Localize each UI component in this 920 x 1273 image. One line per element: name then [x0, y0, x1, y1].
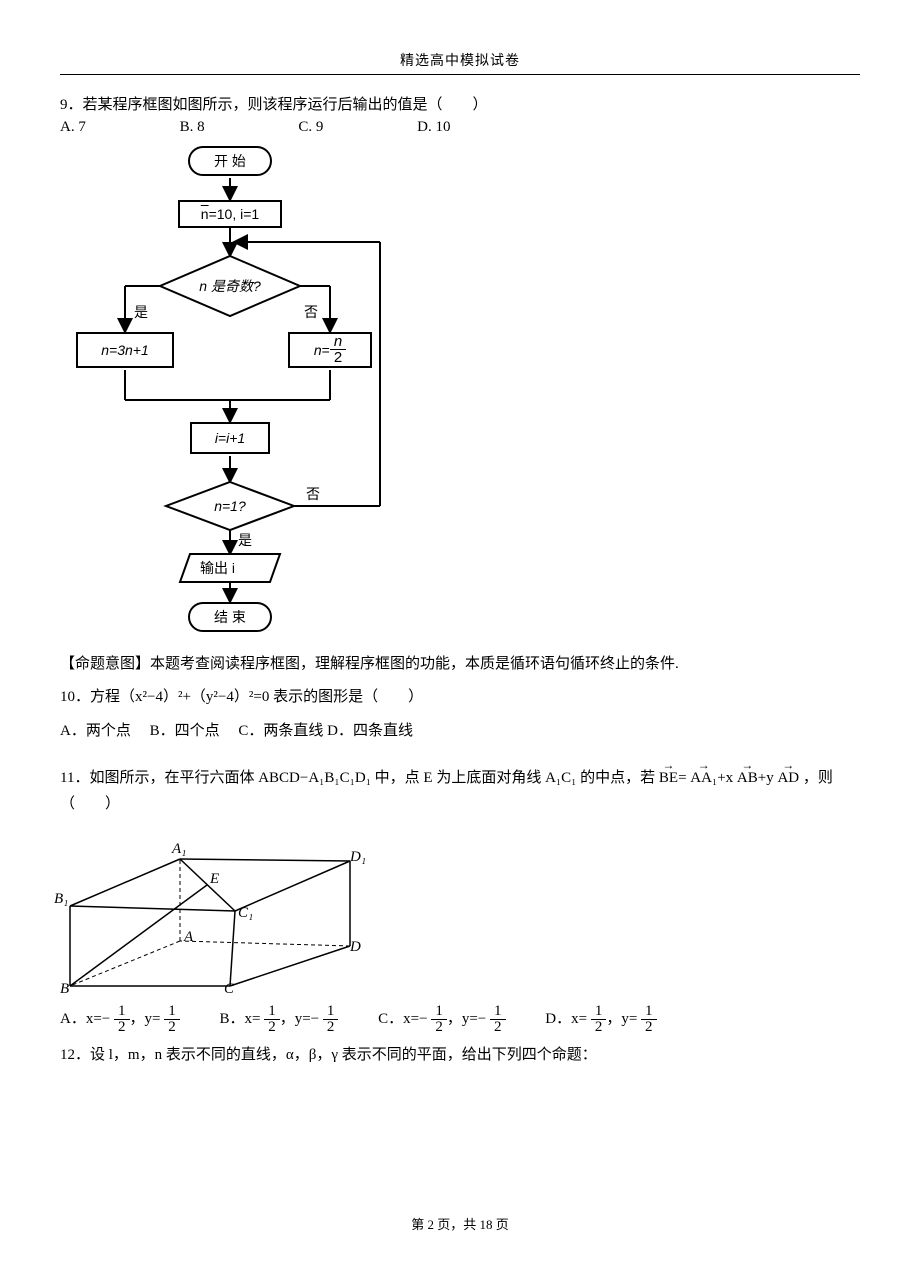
fc-right-assign: n = n2	[288, 332, 372, 368]
fc-cond2-text: n=1?	[196, 494, 264, 518]
q9-opt-b[interactable]: B. 8	[180, 119, 205, 136]
q10-opt-d[interactable]: D．四条直线	[327, 723, 413, 739]
q12-stem: 12．设 l，m，n 表示不同的直线，α，β，γ 表示不同的平面，给出下列四个命…	[60, 1043, 860, 1069]
lbl-b: B	[60, 981, 69, 998]
fc-output: 输出 i	[200, 558, 235, 578]
q10-opt-c[interactable]: C．两条直线	[238, 723, 323, 739]
q11-b-f2: 12	[323, 1004, 339, 1035]
q11-d-f2: 12	[641, 1004, 657, 1035]
q11-b-f1n: 1	[264, 1004, 280, 1020]
lbl-e: E	[210, 871, 219, 888]
q11-b-f1: 12	[264, 1004, 280, 1035]
fc-start: 开 始	[188, 146, 272, 176]
q11-c-f1n: 1	[431, 1004, 447, 1020]
q11-opt-b[interactable]: B．x= 12，y=− 12	[219, 1004, 338, 1035]
q11-opt-d-letter: D．	[545, 1011, 571, 1027]
q11-a-f2d: 2	[164, 1020, 180, 1035]
q11-a-f1n: 1	[114, 1004, 130, 1020]
lbl-b1: B₁	[54, 891, 68, 908]
fc-step: i=i+1	[190, 422, 270, 454]
q10-stem: 10．方程（x²−4）²+（y²−4）²=0 表示的图形是（ ）	[60, 685, 860, 711]
page-footer: 第 2 页，共 18 页	[0, 1214, 920, 1233]
fc-init: n = 10, i=1	[178, 200, 282, 228]
q11-opt-d[interactable]: D．x= 12，y= 12	[545, 1004, 656, 1035]
q11-c-f2: 12	[490, 1004, 506, 1035]
q9-flowchart: 开 始 n = 10, i=1 n 是奇数? 是 否 n=3n+1 n = n2…	[70, 144, 390, 644]
vec-ab: AB	[737, 766, 758, 792]
q11-d-f2n: 1	[641, 1004, 657, 1020]
q11-stem: 11．如图所示，在平行六面体 ABCD−A₁B₁C₁D₁ 中，点 E 为上底面对…	[60, 766, 860, 817]
lbl-c: C	[224, 981, 234, 998]
q11-a-f1: 12	[114, 1004, 130, 1035]
q11-c-f1: 12	[431, 1004, 447, 1035]
q11-b-f1d: 2	[264, 1020, 280, 1035]
footer-suf: 页	[493, 1217, 509, 1232]
fc-yes2: 是	[238, 530, 252, 550]
vec-be: BE	[659, 766, 678, 792]
fc-right-frac: n2	[330, 334, 346, 365]
solid-svg	[60, 821, 360, 996]
q9-opt-c[interactable]: C. 9	[298, 119, 323, 136]
q10-opt-a[interactable]: A．两个点	[60, 723, 131, 739]
q11-opt-b-letter: B．	[219, 1011, 244, 1027]
vec-ad: AD	[777, 766, 799, 792]
fc-cond1-text: n 是奇数?	[182, 272, 278, 300]
q11-options: A．x=− 12，y= 12 B．x= 12，y=− 12 C．x=− 12，y…	[60, 1004, 860, 1035]
q10-opt-b[interactable]: B．四个点	[150, 723, 220, 739]
lbl-a: A	[184, 929, 193, 946]
q11-d-f1d: 2	[591, 1020, 607, 1035]
fc-left-assign: n=3n+1	[76, 332, 174, 368]
fc-yes1: 是	[134, 302, 148, 322]
q10-options: A．两个点 B．四个点 C．两条直线 D．四条直线	[60, 719, 860, 745]
q9-stem: 9．若某程序框图如图所示，则该程序运行后输出的值是（ ）	[60, 93, 860, 119]
q11-opt-a-letter: A．	[60, 1011, 86, 1027]
q11-b-f2d: 2	[323, 1020, 339, 1035]
fc-init-right: 10, i=1	[217, 206, 259, 222]
q11-a-f2: 12	[164, 1004, 180, 1035]
fc-right-eq: =	[322, 342, 330, 358]
q9-note: 【命题意图】本题考查阅读程序框图，理解程序框图的功能，本质是循环语句循环终止的条…	[60, 652, 860, 678]
fc-right-frac-d: 2	[330, 350, 346, 365]
fc-right-frac-n: n	[330, 334, 346, 350]
fc-no1: 否	[304, 302, 318, 322]
q11-a-f1d: 2	[114, 1020, 130, 1035]
q11-opt-a[interactable]: A．x=− 12，y= 12	[60, 1004, 180, 1035]
lbl-d: D	[350, 939, 361, 956]
lbl-c1: C₁	[238, 905, 253, 922]
vec-aa1: AA₁	[690, 766, 717, 792]
q11-c-f1d: 2	[431, 1020, 447, 1035]
lbl-a1: A₁	[172, 841, 186, 858]
q9-opt-d[interactable]: D. 10	[417, 119, 450, 136]
fc-init-n: n	[201, 206, 209, 222]
q11-d-f2d: 2	[641, 1020, 657, 1035]
q9-options: A. 7 B. 8 C. 9 D. 10	[60, 119, 860, 136]
lbl-d1: D₁	[350, 849, 366, 866]
q11-stem-a: 11．如图所示，在平行六面体 ABCD−A₁B₁C₁D₁ 中，点 E 为上底面对…	[60, 770, 659, 786]
fc-end: 结 束	[188, 602, 272, 632]
fc-right-n: n	[314, 342, 322, 358]
q11-b-f2n: 1	[323, 1004, 339, 1020]
q11-d-f1: 12	[591, 1004, 607, 1035]
footer-mid: 页，共	[434, 1217, 480, 1232]
fc-no2: 否	[306, 484, 320, 504]
q11-c-f2d: 2	[490, 1020, 506, 1035]
page-root: 精选高中模拟试卷 9．若某程序框图如图所示，则该程序运行后输出的值是（ ） A.…	[0, 0, 920, 1273]
q11-d-f1n: 1	[591, 1004, 607, 1020]
q11-figure: B C D A B₁ C₁ D₁ A₁ E	[60, 821, 360, 996]
q11-opt-c[interactable]: C．x=− 12，y=− 12	[378, 1004, 505, 1035]
q11-c-f2n: 1	[490, 1004, 506, 1020]
q9-opt-a[interactable]: A. 7	[60, 119, 86, 136]
footer-total: 18	[480, 1217, 493, 1232]
q11-a-f2n: 1	[164, 1004, 180, 1020]
fc-init-eq: =	[209, 206, 217, 222]
q11-opt-c-letter: C．	[378, 1011, 403, 1027]
footer-pre: 第	[411, 1217, 427, 1232]
page-header: 精选高中模拟试卷	[60, 50, 860, 75]
